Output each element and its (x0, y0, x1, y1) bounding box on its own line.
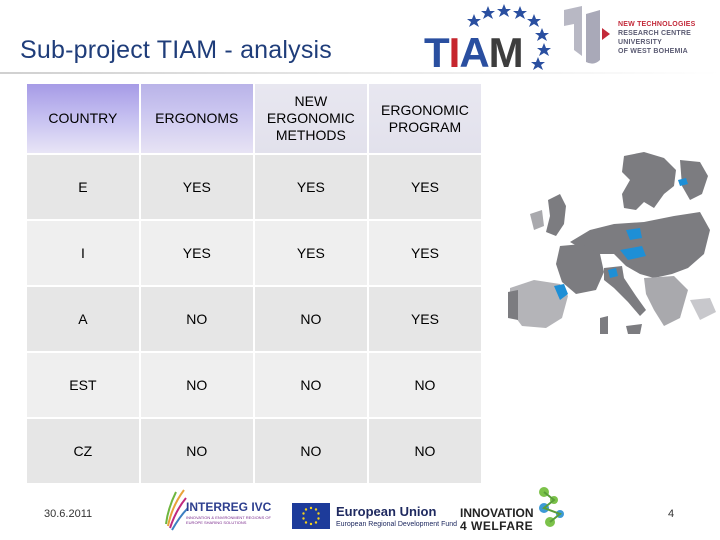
ntc-logo-icon (564, 6, 610, 64)
table-cell: NO (138, 418, 255, 485)
ntc-logo-text: NEW TECHNOLOGIES RESEARCH CENTRE UNIVERS… (618, 21, 696, 55)
column-header-country: COUNTRY (25, 84, 141, 155)
table-row: I YES YES YES (25, 220, 484, 287)
eu-fund: European Regional Development Fund (336, 521, 458, 528)
title-divider (0, 72, 720, 74)
table-cell: CZ (25, 418, 141, 485)
eu-flag-icon (292, 503, 330, 529)
table-cell: NO (252, 286, 369, 353)
tiam-stars-icon (467, 4, 551, 70)
table-cell: EST (25, 352, 141, 419)
table-cell: YES (252, 154, 369, 221)
column-header-new-ergonomic-methods: NEW ERGONOMIC METHODS (252, 84, 369, 155)
interreg-logo-icon (165, 489, 188, 531)
analysis-table: COUNTRY ERGONOMS NEW ERGONOMIC METHODS E… (25, 84, 484, 485)
table-header-row: COUNTRY ERGONOMS NEW ERGONOMIC METHODS E… (25, 84, 484, 155)
innovation4welfare-logo-icon (539, 487, 564, 527)
tiam-wordmark: TIAM (424, 29, 524, 76)
table-cell: NO (366, 418, 484, 485)
table-cell: NO (138, 286, 255, 353)
column-header-ergonoms: ERGONOMS (138, 84, 255, 155)
table-cell: NO (252, 418, 369, 485)
table-cell: YES (138, 220, 255, 287)
table-cell: NO (138, 352, 255, 419)
table-row: EST NO NO NO (25, 352, 484, 419)
table-cell: YES (138, 154, 255, 221)
table-cell: E (25, 154, 141, 221)
table-cell: YES (366, 286, 484, 353)
table-row: E YES YES YES (25, 154, 484, 221)
column-header-ergonomic-program: ERGONOMIC PROGRAM (366, 84, 484, 155)
table-cell: A (25, 286, 141, 353)
footer-date: 30.6.2011 (44, 508, 93, 520)
table-cell: YES (366, 154, 484, 221)
page-number: 4 (668, 508, 675, 520)
eu-name: European Union (336, 504, 437, 519)
slide-title: Sub-project TIAM - analysis (20, 36, 332, 64)
table-row: A NO NO YES (25, 286, 484, 353)
europe-map-icon (508, 152, 716, 334)
tiam-logo: TIAM (418, 2, 558, 76)
table-row: CZ NO NO NO (25, 418, 484, 485)
table-cell: NO (366, 352, 484, 419)
table-cell: I (25, 220, 141, 287)
innovation4welfare-logo: INNOVATION 4 WELFARE (460, 484, 572, 534)
table-cell: YES (252, 220, 369, 287)
table-cell: NO (252, 352, 369, 419)
table-cell: YES (366, 220, 484, 287)
interreg-logo: INTERREG IVC INNOVATION & ENVIRONMENT RE… (164, 484, 284, 534)
